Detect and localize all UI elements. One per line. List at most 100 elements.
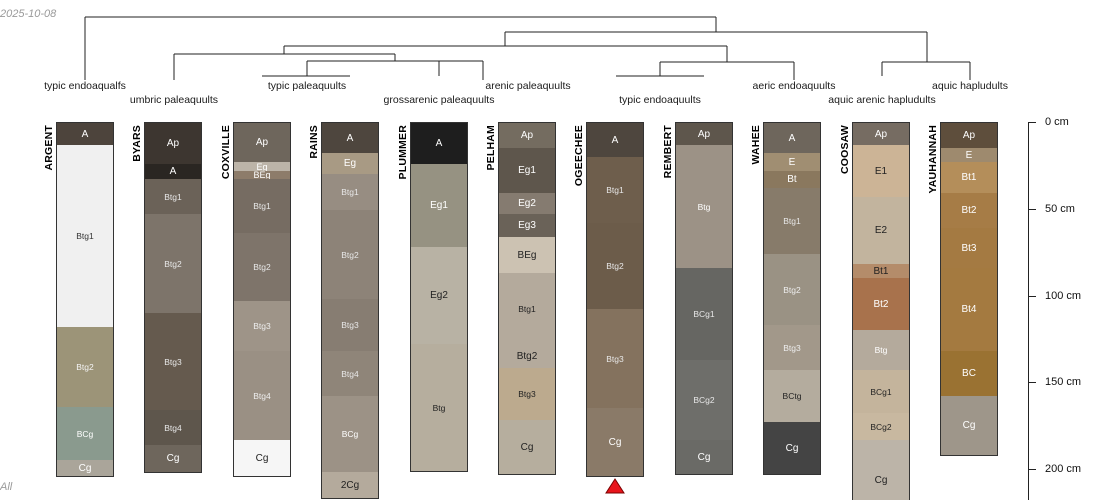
horizon-label: Btg3	[606, 353, 624, 364]
horizon-label: E1	[874, 165, 888, 177]
horizon: Ap	[852, 122, 910, 146]
depth-tick	[1028, 469, 1036, 470]
horizon-label: Btg1	[253, 201, 271, 211]
horizon-label: Btg1	[341, 187, 359, 197]
horizon-label: Btg3	[164, 356, 182, 367]
depth-tick	[1028, 296, 1036, 297]
horizon-label: Btg4	[164, 422, 182, 433]
horizon: Btg4	[144, 410, 202, 446]
horizon-label: Btg1	[164, 191, 182, 202]
soil-profile-yauhannah: YAUHANNAH Ap E Bt1 Bt2 Bt3 Bt4 BC Cg	[927, 0, 998, 500]
horizon-label: Cg	[785, 442, 799, 454]
horizon-label: A	[346, 132, 354, 144]
horizon-label: A	[611, 134, 619, 146]
horizon-label: Ap	[962, 130, 976, 141]
horizon-label: 2Cg	[340, 479, 360, 491]
profile-name: PELHAM	[485, 125, 497, 171]
horizon-label: Btg2	[164, 258, 182, 269]
horizon-label: Btg2	[516, 350, 538, 362]
taxonomy-label: aeric endoaquults	[752, 80, 836, 92]
horizon-label: Btg1	[783, 216, 801, 226]
horizon: Btg1	[233, 179, 291, 234]
horizon: Btg3	[763, 325, 821, 371]
horizon-label: A	[435, 138, 443, 149]
horizon-label: E	[788, 156, 796, 168]
horizon: Eg2	[410, 247, 468, 345]
horizon: E1	[852, 145, 910, 198]
horizon-label: Bt2	[873, 298, 889, 310]
horizon-label: Cg	[874, 475, 888, 486]
horizon: Btg1	[144, 179, 202, 215]
horizon: Btg1	[56, 145, 114, 328]
profile-name: ARGENT	[43, 125, 55, 171]
horizon-label: Eg2	[430, 290, 448, 301]
horizon: Btg2	[56, 327, 114, 408]
horizon-label: A	[788, 132, 796, 144]
depth-tick-label: 0 cm	[1045, 116, 1069, 128]
horizon: Btg4	[233, 351, 291, 441]
horizon: Btg2	[321, 210, 379, 300]
horizon-label: Cg	[520, 441, 534, 453]
taxonomy-label: umbric paleaquults	[129, 94, 219, 106]
horizon: Btg2	[763, 254, 821, 326]
horizon: Btg3	[321, 299, 379, 352]
profile-name: COOSAW	[839, 125, 851, 175]
profile-name: COXVILLE	[220, 125, 232, 180]
horizon: Ap	[675, 122, 733, 146]
horizon: BCtg	[763, 370, 821, 423]
soil-profile-coxville: COXVILLE Ap Eg BEg Btg1 Btg2 Btg3 Btg4 Cg	[220, 0, 291, 500]
taxonomy-label: aquic hapludults	[932, 80, 1008, 92]
horizon-label: Btg2	[341, 249, 359, 260]
horizon-label: Bt	[787, 174, 797, 185]
depth-tick-label: 150 cm	[1045, 376, 1082, 388]
horizon: Bt3	[940, 228, 998, 269]
horizon: Cg	[852, 440, 910, 500]
horizon-label: Btg2	[606, 261, 624, 271]
horizon-label: Ap	[697, 128, 711, 140]
horizon: A	[586, 122, 644, 158]
profile-name: PLUMMER	[397, 125, 409, 180]
horizon: Bt1	[940, 162, 998, 194]
horizon-label: Btg3	[341, 320, 359, 330]
horizon: Eg	[321, 153, 379, 175]
horizon-label: Btg3	[518, 389, 536, 399]
depth-tick-label: 100 cm	[1045, 290, 1082, 302]
horizon-label: Btg2	[253, 262, 271, 272]
horizon: BEg	[498, 237, 556, 274]
horizon: Eg2	[498, 193, 556, 215]
horizon: Btg2	[233, 233, 291, 302]
horizon-label: BC	[962, 368, 976, 379]
horizon: Bt2	[852, 278, 910, 331]
horizon-label: BCg2	[870, 421, 892, 432]
profile-name: BYARS	[131, 125, 143, 162]
horizon: Bt2	[940, 193, 998, 229]
horizon: Cg	[233, 440, 291, 477]
depth-axis-line	[1028, 122, 1029, 500]
horizon: E	[763, 153, 821, 172]
horizon-label: Eg3	[518, 220, 536, 231]
horizon-label: Cg	[78, 462, 92, 474]
horizon-label: A	[169, 166, 177, 177]
horizon-label: BCg	[76, 428, 94, 439]
soil-profile-rembert: REMBERT Ap Btg BCg1 BCg2 Cg	[662, 0, 733, 500]
horizon: Btg	[410, 344, 468, 472]
horizon-label: BCg1	[870, 386, 892, 397]
horizon: BCg2	[852, 413, 910, 441]
date-stamp: 2025-10-08	[0, 8, 57, 20]
horizon: Btg3	[233, 301, 291, 352]
depth-tick-label: 50 cm	[1045, 203, 1075, 215]
horizon-label: Bt1	[873, 265, 889, 277]
horizon-label: BCtg	[782, 391, 802, 401]
horizon: Btg3	[144, 313, 202, 411]
horizon-label: A	[81, 128, 89, 140]
horizon: A	[763, 122, 821, 154]
horizon: Cg	[586, 408, 644, 477]
horizon-label: Cg	[255, 452, 269, 464]
taxonomy-label: typic endoaquults	[619, 94, 701, 106]
horizon: Cg	[56, 460, 114, 477]
soil-profile-coosaw: COOSAW Ap E1 E2 Bt1 Bt2 Btg BCg1 BCg2 Cg	[839, 0, 910, 500]
horizon-label: Btg	[697, 201, 711, 212]
horizon-label: Btg	[874, 345, 888, 355]
horizon: Ap	[144, 122, 202, 165]
